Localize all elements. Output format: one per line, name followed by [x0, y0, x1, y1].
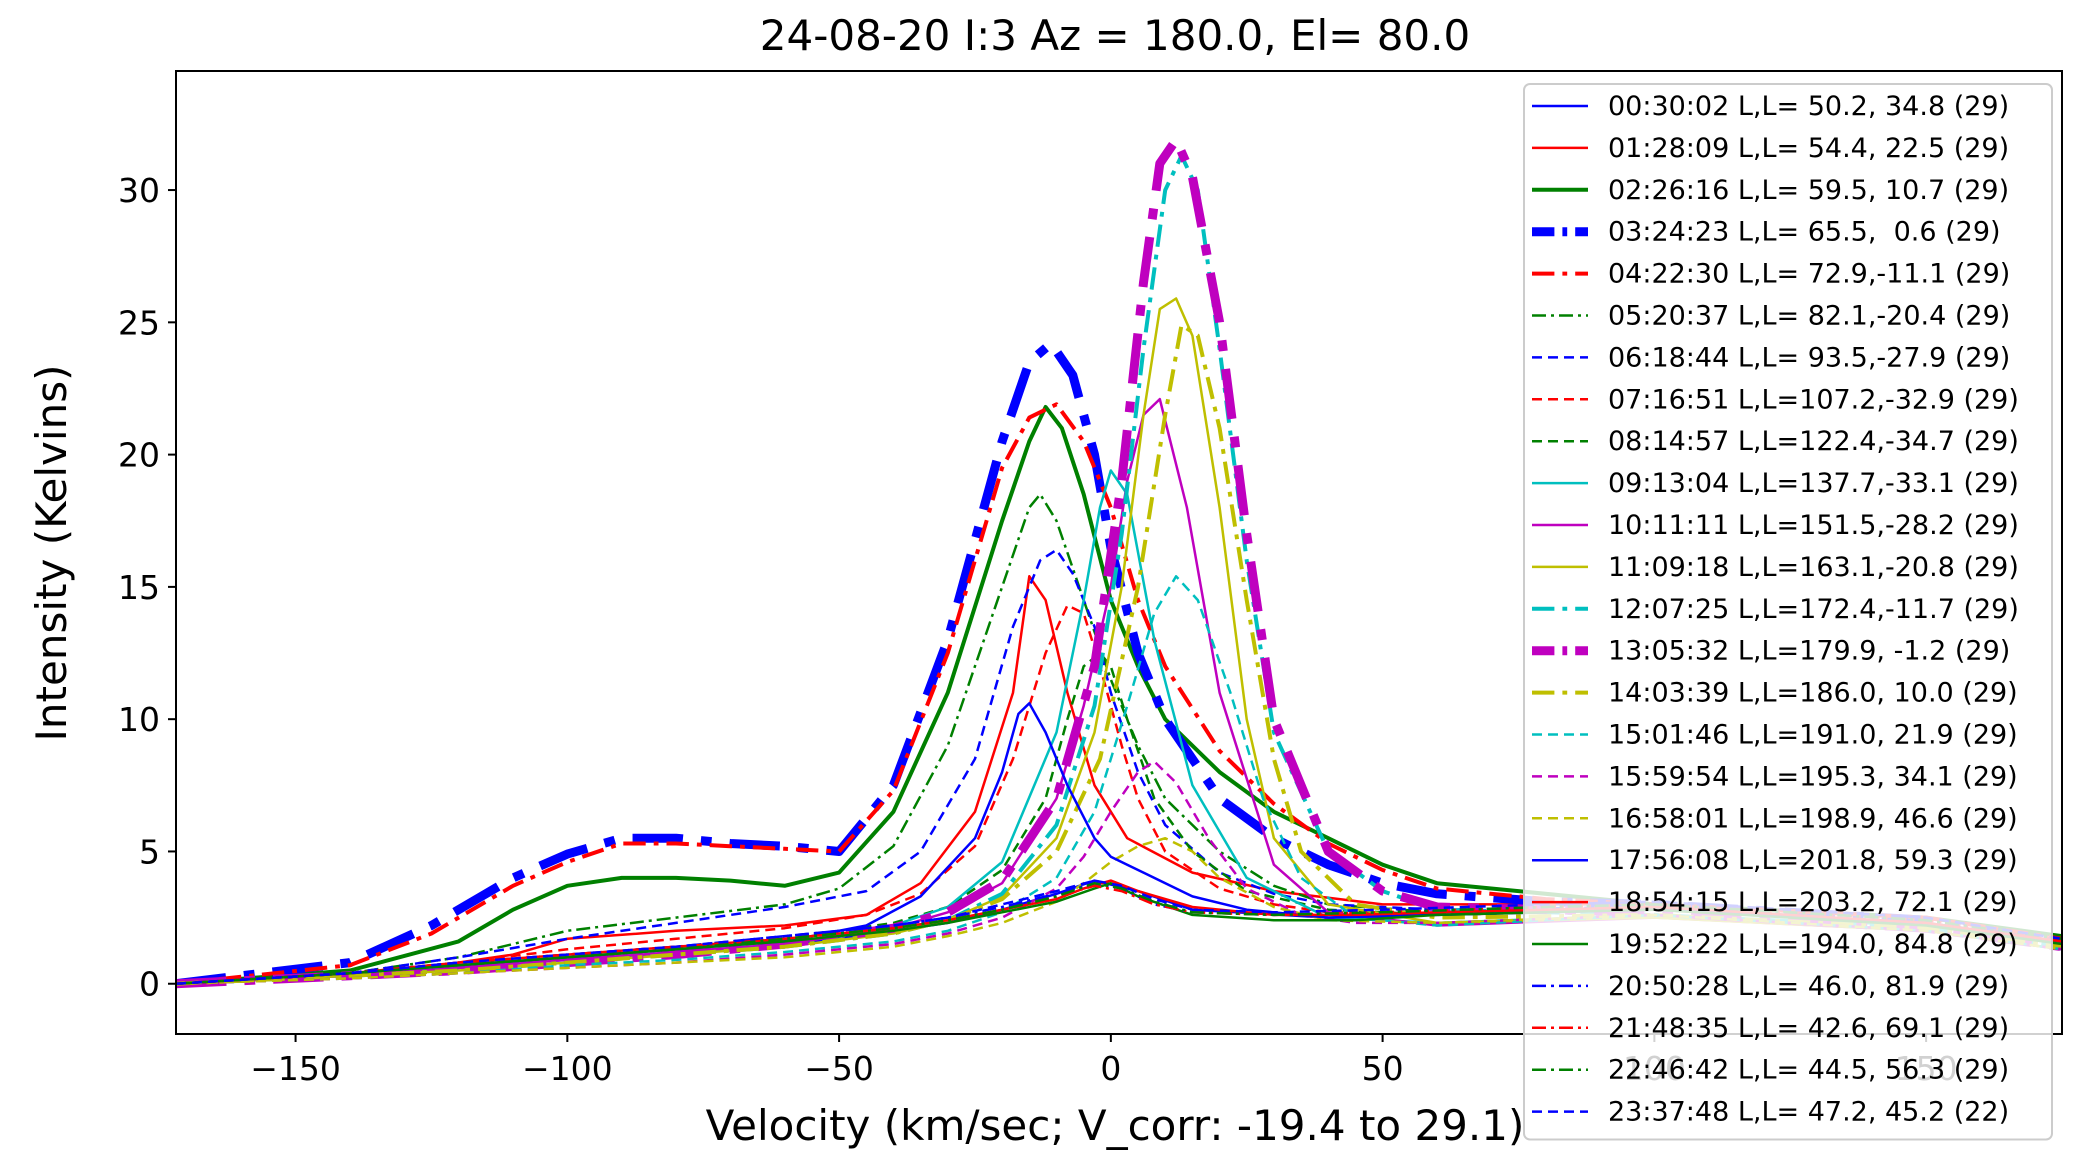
series-line-1 — [176, 575, 2062, 985]
legend-label-7: 07:16:51 L,L=107.2,-32.9 (29) — [1608, 384, 2019, 415]
series-line-15 — [176, 575, 2062, 985]
series-line-17 — [176, 836, 2062, 985]
series-line-3 — [176, 339, 2062, 989]
y-tick-label: 0 — [139, 965, 160, 1004]
y-tick-label: 15 — [118, 568, 160, 607]
series-line-14 — [176, 323, 2062, 986]
y-axis-label: Intensity (Kelvins) — [27, 365, 76, 742]
y-tick-label: 5 — [139, 832, 160, 871]
legend-label-4: 04:22:30 L,L= 72.9,-11.1 (29) — [1608, 259, 2010, 290]
legend-label-9: 09:13:04 L,L=137.7,-33.1 (29) — [1608, 468, 2019, 499]
legend-label-23: 22:46:42 L,L= 44.5, 56.3 (29) — [1608, 1055, 2009, 1086]
y-tick-label: 25 — [118, 303, 160, 342]
series-line-6 — [176, 548, 2062, 985]
series-lines — [176, 135, 2062, 989]
series-line-7 — [176, 604, 2062, 985]
legend-label-6: 06:18:44 L,L= 93.5,-27.9 (29) — [1608, 342, 2010, 373]
legend-label-20: 19:52:22 L,L=194.0, 84.8 (29) — [1608, 929, 2018, 960]
x-tick-label: −150 — [250, 1049, 341, 1088]
series-line-5 — [176, 493, 2062, 985]
series-line-19 — [176, 879, 2062, 985]
x-tick-label: −100 — [522, 1049, 613, 1088]
series-line-13 — [176, 135, 2062, 989]
series-line-20 — [176, 881, 2062, 985]
tick-marks — [168, 189, 1928, 1042]
series-line-4 — [176, 402, 2062, 986]
legend-label-13: 13:05:32 L,L=179.9, -1.2 (29) — [1608, 636, 2010, 667]
x-tick-label: 50 — [1362, 1049, 1404, 1088]
x-tick-label: −50 — [804, 1049, 874, 1088]
legend-label-22: 21:48:35 L,L= 42.6, 69.1 (29) — [1608, 1013, 2009, 1044]
legend-label-3: 03:24:23 L,L= 65.5, 0.6 (29) — [1608, 217, 2001, 248]
legend-label-12: 12:07:25 L,L=172.4,-11.7 (29) — [1608, 594, 2019, 625]
legend-label-18: 17:56:08 L,L=201.8, 59.3 (29) — [1608, 845, 2018, 876]
legend-label-1: 01:28:09 L,L= 54.4, 22.5 (29) — [1608, 133, 2009, 164]
legend-label-8: 08:14:57 L,L=122.4,-34.7 (29) — [1608, 426, 2019, 457]
y-tick-label: 10 — [118, 700, 160, 739]
plot-area-frame — [175, 70, 2063, 1035]
legend-label-16: 15:59:54 L,L=195.3, 34.1 (29) — [1608, 761, 2018, 792]
legend-label-21: 20:50:28 L,L= 46.0, 81.9 (29) — [1608, 971, 2009, 1002]
legend-label-0: 00:30:02 L,L= 50.2, 34.8 (29) — [1608, 91, 2009, 122]
legend-label-17: 16:58:01 L,L=198.9, 46.6 (29) — [1608, 803, 2018, 834]
legend-label-2: 02:26:16 L,L= 59.5, 10.7 (29) — [1608, 175, 2009, 206]
x-tick-label: 0 — [1100, 1049, 1121, 1088]
legend: 00:30:02 L,L= 50.2, 34.8 (29) 01:28:09 L,… — [1523, 83, 2053, 1141]
series-line-23 — [176, 881, 2062, 985]
x-axis-label: Velocity (km/sec; V_corr: -19.4 to 29.1) — [706, 1101, 1525, 1150]
legend-label-19: 18:54:15 L,L=203.2, 72.1 (29) — [1608, 887, 2018, 918]
legend-label-11: 11:09:18 L,L=163.1,-20.8 (29) — [1608, 552, 2019, 583]
chart-title: 24-08-20 I:3 Az = 180.0, El= 80.0 — [760, 11, 1470, 60]
y-tick-label: 20 — [118, 436, 160, 475]
legend-label-24: 23:37:48 L,L= 47.2, 45.2 (22) — [1608, 1097, 2009, 1128]
series-line-2 — [176, 405, 2062, 986]
legend-label-5: 05:20:37 L,L= 82.1,-20.4 (29) — [1608, 301, 2010, 332]
legend-label-10: 10:11:11 L,L=151.5,-28.2 (29) — [1608, 510, 2019, 541]
legend-label-15: 15:01:46 L,L=191.0, 21.9 (29) — [1608, 720, 2018, 751]
legend-label-14: 14:03:39 L,L=186.0, 10.0 (29) — [1608, 678, 2018, 709]
tick-labels: −150−100−50050100150051015202530 — [118, 171, 1958, 1088]
y-tick-label: 30 — [118, 171, 160, 210]
legend-box — [1523, 83, 2053, 1141]
